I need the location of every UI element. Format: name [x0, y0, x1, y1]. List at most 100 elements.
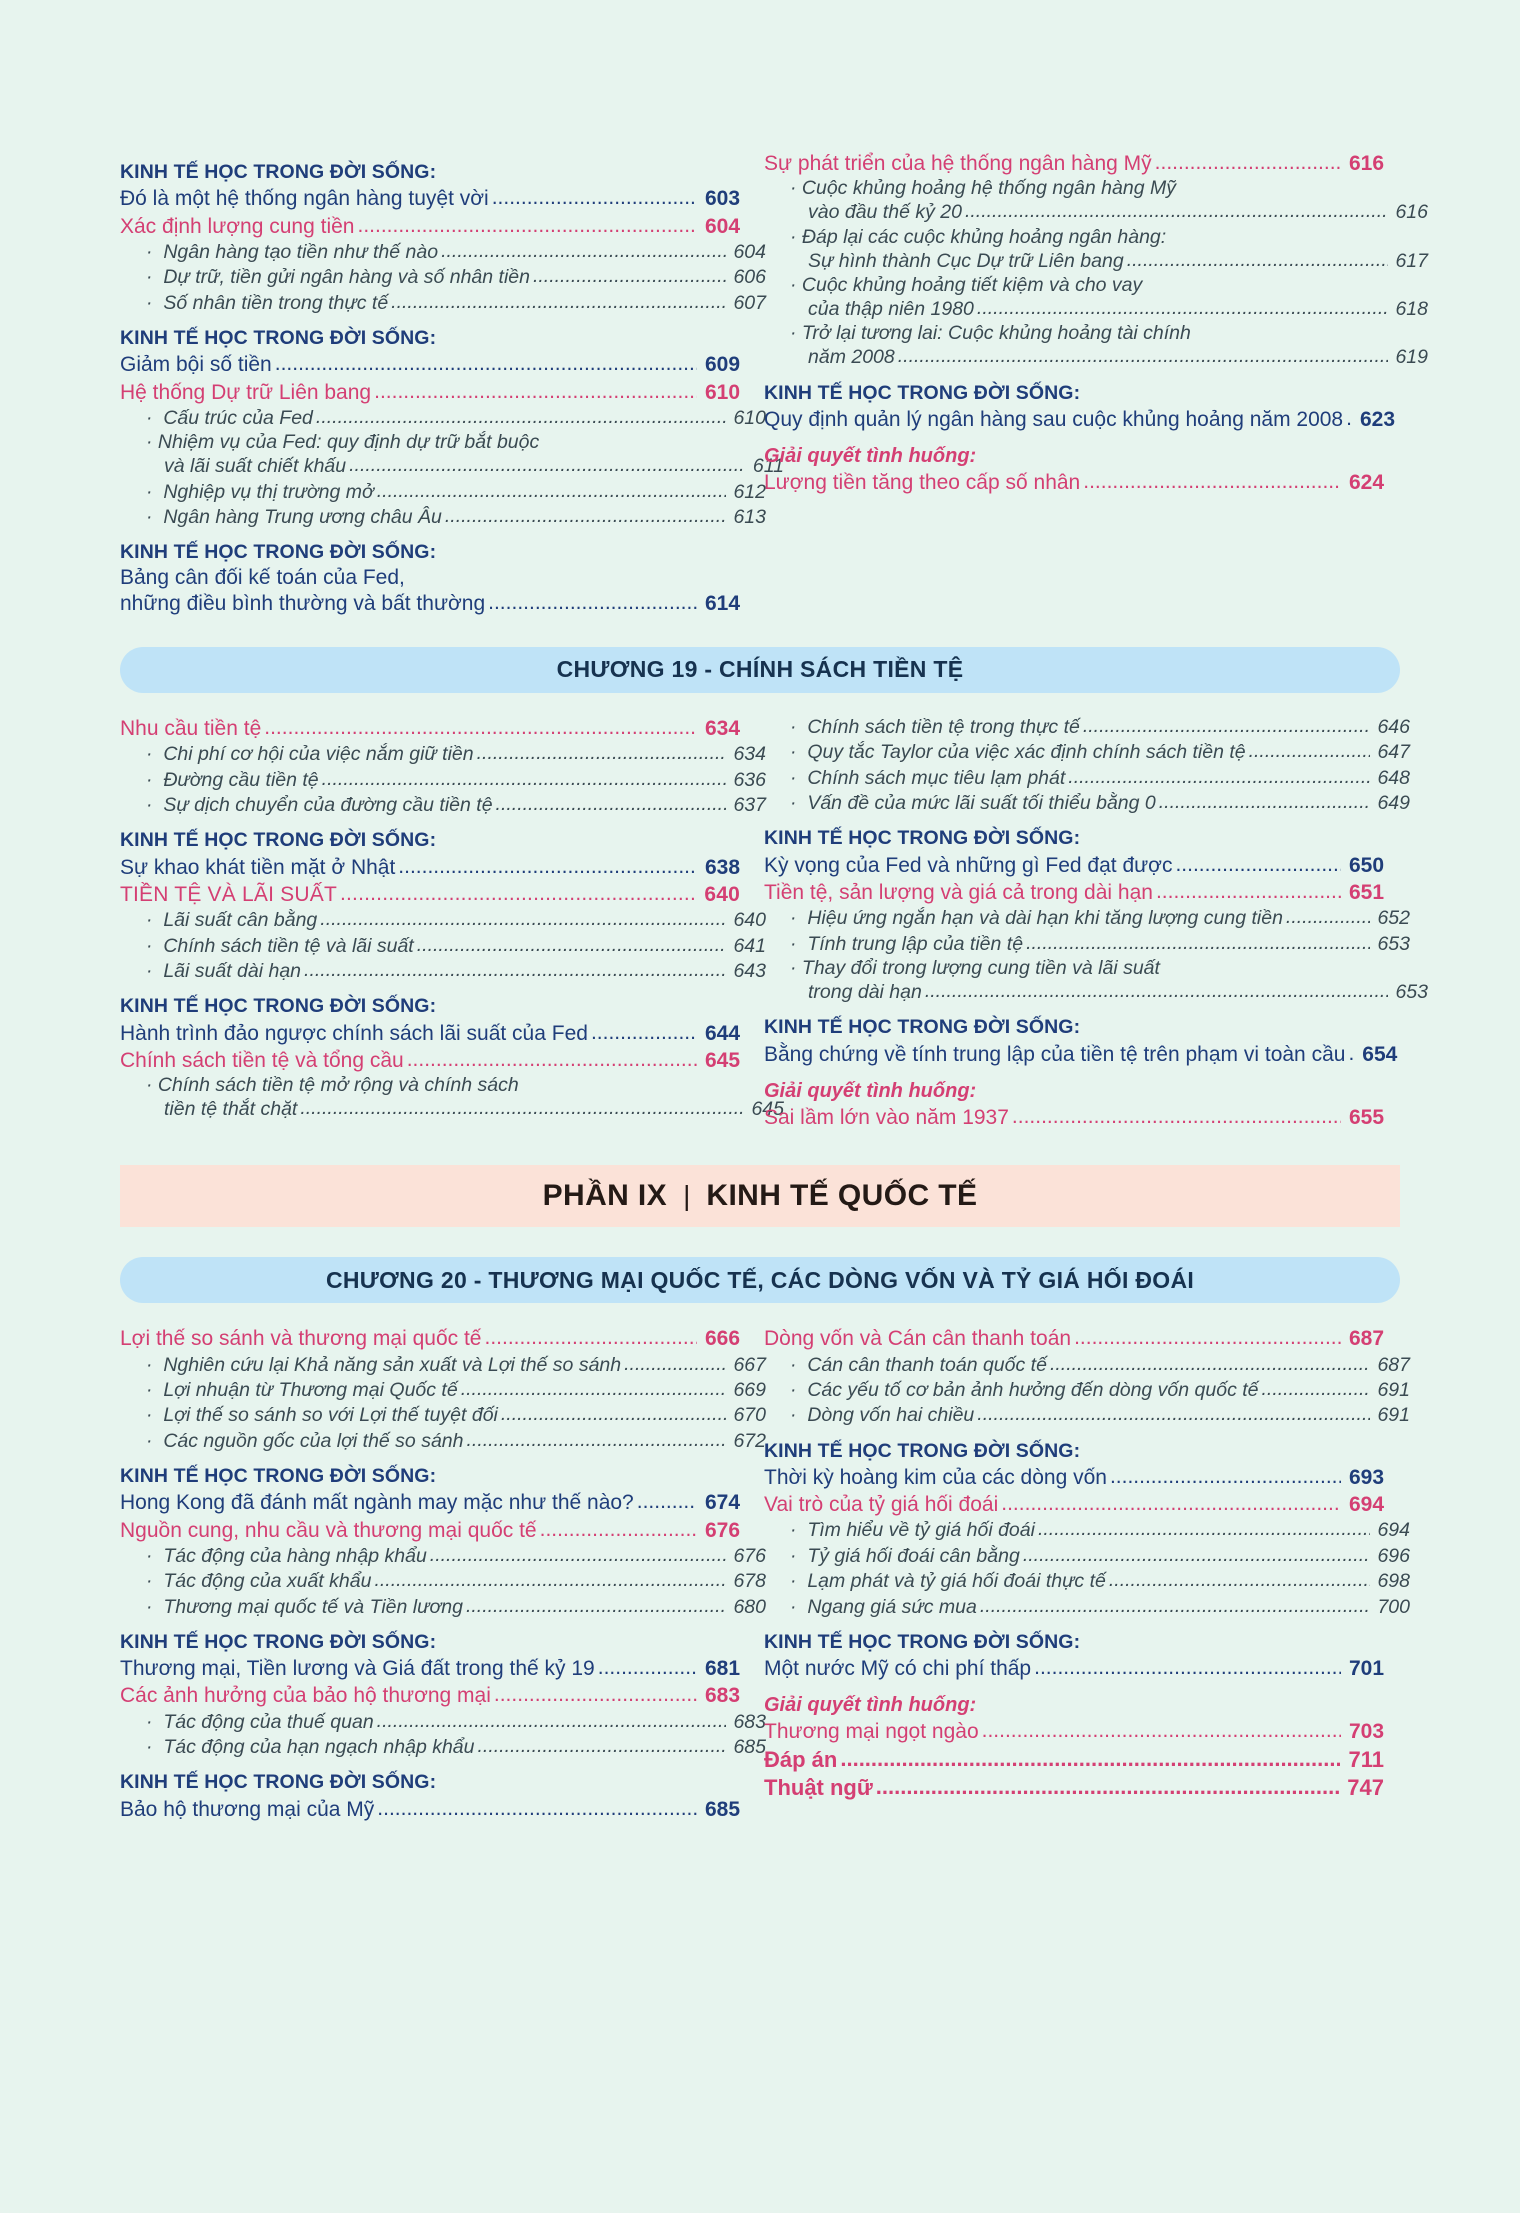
ch20-right-entry-0-pink[interactable]: Dòng vốn và Cán cân thanh toán..........… [764, 1325, 1384, 1352]
ch19-right-entry-13-pink[interactable]: Sai lầm lớn vào năm 1937................… [764, 1104, 1384, 1131]
ch20-left-entry-6-navy[interactable]: Hong Kong đã đánh mất ngành may mặc như … [120, 1489, 740, 1516]
ch19-left-entry-11-navy[interactable]: Hành trình đảo ngược chính sách lãi suất… [120, 1020, 740, 1047]
leader-dots: ........................................… [491, 186, 697, 210]
ch20-left-entry-4-sub-label: · Các nguồn gốc của lợi thế so sánh [146, 1429, 464, 1452]
ch20-right-entry-3-sub[interactable]: · Dòng vốn hai chiều....................… [764, 1403, 1410, 1428]
ch19-left-entry-7-sub-page: 640 [728, 909, 766, 932]
ch19-right-entry-3-sub[interactable]: · Vấn đề của mức lãi suất tối thiểu bằng… [764, 791, 1410, 816]
top-left-entry-3-sub[interactable]: · Ngân hàng tạo tiền như thế nào........… [120, 240, 766, 265]
ch20-left-entry-8-sub-page: 676 [728, 1544, 766, 1567]
ch20-left-entry-5-eyebrow: KINH TẾ HỌC TRONG ĐỜI SỐNG: [120, 1464, 437, 1487]
top-left-entry-10-sub-line1[interactable]: · Nhiệm vụ của Fed: quy định dự trữ bắt … [146, 431, 540, 454]
ch20-right-entry-5-navy[interactable]: Thời kỳ hoàng kim của các dòng vốn......… [764, 1464, 1384, 1491]
top-left-entry-8-pink[interactable]: Hệ thống Dự trữ Liên bang...............… [120, 379, 740, 406]
ch20-right-entry-16-bold-pink[interactable]: Thuật ngữ...............................… [764, 1774, 1384, 1803]
top-right-entry-4-sub-line1[interactable]: · Trở lại tương lai: Cuộc khủng hoảng tà… [790, 322, 1191, 345]
top-right-entry-1-sub-line1[interactable]: · Cuộc khủng hoảng hệ thống ngân hàng Mỹ [790, 177, 1176, 200]
top-right-entry-2-sub-line2[interactable]: Sự hình thành Cục Dự trữ Liên bang......… [764, 249, 1428, 274]
top-left-entry-7-navy[interactable]: Giảm bội số tiền........................… [120, 351, 740, 378]
ch19-left-entry-9-sub[interactable]: · Lãi suất dài hạn......................… [120, 959, 766, 984]
ch19-right-entry-7-sub[interactable]: · Hiệu ứng ngắn hạn và dài hạn khi tăng … [764, 906, 1410, 931]
top-left-entry-1-navy[interactable]: Đó là một hệ thống ngân hàng tuyệt vời..… [120, 185, 740, 212]
ch20-right-entry-10-sub-page: 700 [1372, 1595, 1410, 1618]
top-right-entry-3-sub-line2[interactable]: của thập niên 1980......................… [764, 297, 1428, 322]
ch20-left-entry-17-navy[interactable]: Bảo hộ thương mại của Mỹ................… [120, 1796, 740, 1823]
ch19-right-entry-2-sub[interactable]: · Chính sách mục tiêu lạm phát..........… [764, 766, 1410, 791]
ch19-left-entry-12-pink[interactable]: Chính sách tiền tệ và tổng cầu..........… [120, 1047, 740, 1074]
ch19-left-entry-8-sub[interactable]: · Chính sách tiền tệ và lãi suất........… [120, 934, 766, 959]
ch19-left-entry-7-sub[interactable]: · Lãi suất cân bằng.....................… [120, 908, 766, 933]
top-left-entry-5-sub[interactable]: · Số nhân tiền trong thực tế............… [120, 291, 766, 316]
top-right-entry-1-sub-line2-page: 616 [1390, 201, 1428, 224]
part-9-banner: PHẦN IX | KINH TẾ QUỐC TẾ [120, 1165, 1400, 1228]
top-right-entry-8-pink[interactable]: Lượng tiền tăng theo cấp số nhân........… [764, 469, 1384, 496]
leader-dots: ........................................… [465, 1594, 726, 1617]
ch20-right-entry-10-sub[interactable]: · Ngang giá sức mua.....................… [764, 1595, 1410, 1620]
ch20-left-entry-4-sub[interactable]: · Các nguồn gốc của lợi thế so sánh.....… [120, 1429, 766, 1454]
top-left-entry-12-sub-label: · Ngân hàng Trung ương châu Âu [146, 505, 442, 528]
top-left-entry-12-sub[interactable]: · Ngân hàng Trung ương châu Âu..........… [120, 505, 766, 530]
ch19-right-entry-5-navy-label: Kỳ vọng của Fed và những gì Fed đạt được [764, 853, 1173, 877]
top-right-entry-1-sub-line2[interactable]: vào đầu thế kỷ 20.......................… [764, 200, 1428, 225]
top-left-entry-14-navy-line2[interactable]: những điều bình thường và bất thường....… [120, 590, 740, 617]
ch20-right-entry-6-pink[interactable]: Vai trò của tỷ giá hối đoái.............… [764, 1491, 1384, 1518]
top-right-entry-2-sub-line1[interactable]: · Đáp lại các cuộc khủng hoảng ngân hàng… [790, 225, 1167, 248]
leader-dots: ........................................… [1248, 740, 1370, 763]
ch19-left-entry-6-pinkcaps[interactable]: TIỀN TỆ VÀ LÃI SUẤT.....................… [120, 881, 740, 908]
top-left-entry-2-pink[interactable]: Xác định lượng cung tiền................… [120, 213, 740, 240]
ch20-left-entry-2-sub[interactable]: · Lợi nhuận từ Thương mại Quốc tế.......… [120, 1378, 766, 1403]
ch19-left-entry-2-sub[interactable]: · Đường cầu tiền tệ.....................… [120, 768, 766, 793]
leader-dots: ........................................… [976, 296, 1388, 319]
leader-dots: ........................................… [1261, 1377, 1371, 1400]
top-right-entry-4-sub-line2[interactable]: năm 2008................................… [764, 345, 1428, 370]
ch19-right-entry-9-sub-line2[interactable]: trong dài hạn...........................… [764, 980, 1428, 1005]
top-right-entry-6-navy[interactable]: Quy định quản lý ngân hàng sau cuộc khủn… [764, 406, 1395, 433]
ch19-left-entry-13-sub-line1[interactable]: · Chính sách tiền tệ mở rộng và chính sá… [146, 1074, 519, 1097]
ch20-right-entry-1-sub[interactable]: · Cán cân thanh toán quốc tế............… [764, 1353, 1410, 1378]
ch20-right-entry-2-sub[interactable]: · Các yếu tố cơ bản ảnh hưởng đến dòng v… [764, 1378, 1410, 1403]
leader-dots: ........................................… [964, 200, 1388, 223]
ch20-left-entry-8-sub[interactable]: · Tác động của hàng nhập khẩu...........… [120, 1544, 766, 1569]
ch20-right-entry-8-sub[interactable]: · Tỷ giá hối đoái cân bằng..............… [764, 1544, 1410, 1569]
ch19-right-entry-8-sub[interactable]: · Tính trung lập của tiền tệ............… [764, 932, 1410, 957]
ch19-left-entry-1-sub[interactable]: · Chi phí cơ hội của việc nắm giữ tiền..… [120, 742, 766, 767]
top-left-entry-10-sub-line2[interactable]: và lãi suất chiết khấu..................… [120, 454, 784, 479]
top-left-entry-14-navy-line1[interactable]: Bảng cân đối kế toán của Fed, [120, 565, 405, 589]
ch20-left-entry-9-sub[interactable]: · Tác động của xuất khẩu................… [120, 1569, 766, 1594]
leader-dots: ........................................… [406, 1047, 698, 1071]
ch20-left-entry-0-pink[interactable]: Lợi thế so sánh và thương mại quốc tế...… [120, 1325, 740, 1352]
ch20-left-entry-7-pink[interactable]: Nguồn cung, nhu cầu và thương mại quốc t… [120, 1517, 740, 1544]
ch20-left-entry-15-sub[interactable]: · Tác động của hạn ngạch nhập khẩu......… [120, 1735, 766, 1760]
chapter-19-left-column: Nhu cầu tiền tệ.........................… [120, 715, 784, 1131]
ch19-left-entry-5-navy[interactable]: Sự khao khát tiền mặt ở Nhật............… [120, 854, 740, 881]
ch20-left-entry-3-sub[interactable]: · Lợi thế so sánh so với Lợi thế tuyệt đ… [120, 1403, 766, 1428]
ch20-right-entry-7-sub[interactable]: · Tìm hiểu về tỷ giá hối đoái...........… [764, 1518, 1410, 1543]
ch20-right-entry-12-navy[interactable]: Một nước Mỹ có chi phí thấp.............… [764, 1655, 1384, 1682]
ch19-left-entry-11-navy-label: Hành trình đảo ngược chính sách lãi suất… [120, 1021, 588, 1045]
ch19-right-entry-0-sub[interactable]: · Chính sách tiền tệ trong thực tế......… [764, 715, 1410, 740]
top-left-entry-11-sub[interactable]: · Nghiệp vụ thị trường mở...............… [120, 480, 766, 505]
top-right-entry-0-pink[interactable]: Sự phát triển của hệ thống ngân hàng Mỹ.… [764, 150, 1384, 177]
ch19-right-entry-9-sub-line1[interactable]: · Thay đổi trong lượng cung tiền và lãi … [790, 956, 1160, 979]
top-right-entry-3-sub-line1[interactable]: · Cuộc khủng hoảng tiết kiệm và cho vay [790, 273, 1143, 296]
ch20-left-entry-12-navy[interactable]: Thương mại, Tiền lương và Giá đất trong … [120, 1655, 740, 1682]
top-left-entry-4-sub[interactable]: · Dự trữ, tiền gửi ngân hàng và số nhân … [120, 265, 766, 290]
ch19-right-entry-11-navy[interactable]: Bằng chứng về tính trung lập của tiền tệ… [764, 1041, 1397, 1068]
ch19-left-entry-0-pink[interactable]: Nhu cầu tiền tệ.........................… [120, 715, 740, 742]
leader-dots: ........................................… [274, 352, 697, 376]
ch20-right-entry-15-bold-pink[interactable]: Đáp án..................................… [764, 1746, 1384, 1775]
ch19-left-entry-3-sub[interactable]: · Sự dịch chuyển của đường cầu tiền tệ..… [120, 793, 766, 818]
ch20-right-entry-15-bold-pink-label: Đáp án [764, 1746, 838, 1772]
ch19-right-entry-1-sub[interactable]: · Quy tắc Taylor của việc xác định chính… [764, 740, 1410, 765]
ch20-left-entry-14-sub[interactable]: · Tác động của thuế quan................… [120, 1710, 766, 1735]
top-left-entry-9-sub[interactable]: · Cấu trúc của Fed......................… [120, 406, 766, 431]
ch20-left-entry-13-pink[interactable]: Các ảnh hưởng của bảo hộ thương mại.....… [120, 1682, 740, 1709]
ch19-left-entry-2-sub-page: 636 [728, 768, 766, 791]
ch19-left-entry-13-sub-line2[interactable]: tiền tệ thắt chặt.......................… [120, 1097, 784, 1122]
ch19-right-entry-5-navy[interactable]: Kỳ vọng của Fed và những gì Fed đạt được… [764, 852, 1384, 879]
ch20-left-entry-1-sub[interactable]: · Nghiên cứu lại Khả năng sản xuất và Lợ… [120, 1353, 766, 1378]
ch20-right-entry-9-sub[interactable]: · Lạm phát và tỷ giá hối đoái thực tế...… [764, 1569, 1410, 1594]
ch20-right-entry-14-pink[interactable]: Thương mại ngọt ngào....................… [764, 1718, 1384, 1745]
ch19-right-entry-6-pink[interactable]: Tiền tệ, sản lượng và giá cả trong dài h… [764, 879, 1384, 906]
ch20-left-entry-10-sub[interactable]: · Thương mại quốc tế và Tiền lương......… [120, 1595, 766, 1620]
